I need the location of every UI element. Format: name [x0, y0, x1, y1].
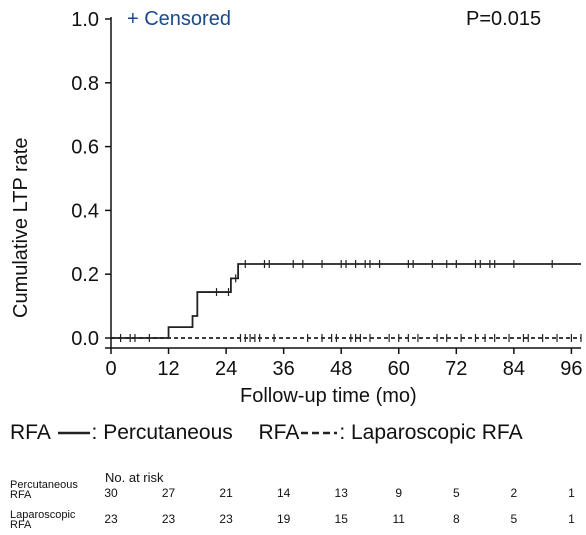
- risk-cell: 5: [510, 512, 518, 526]
- y-tick-label: 0.4: [71, 200, 99, 222]
- risk-cell: 21: [219, 486, 233, 500]
- legend-dashed-label: : Laparoscopic RFA: [339, 421, 523, 444]
- risk-row-name-line2: RFA: [10, 489, 32, 501]
- risk-cell: 23: [219, 512, 233, 526]
- risk-cell: 9: [395, 486, 403, 500]
- censored-legend: + Censored: [127, 8, 231, 31]
- risk-cell: 19: [276, 512, 291, 526]
- legend-solid-label: : Percutaneous: [91, 421, 233, 444]
- risk-row-name-laparoscopic: Laparoscopic RFA: [10, 509, 76, 531]
- risk-cell: 13: [334, 486, 348, 500]
- x-tick-label: 48: [330, 358, 352, 380]
- x-tick-label: 84: [503, 358, 525, 380]
- risk-cell: 8: [452, 512, 460, 526]
- risk-table-header: No. at risk: [105, 470, 164, 485]
- x-tick-label: 24: [215, 358, 237, 380]
- risk-cell: 15: [334, 512, 348, 526]
- risk-cell: 11: [392, 512, 405, 526]
- legend-dashed-prefix: RFA: [258, 421, 300, 444]
- risk-cell: 1: [568, 486, 575, 500]
- risk-row-name-line1: Percutaneous: [10, 479, 78, 491]
- p-value: P=0.015: [466, 8, 542, 30]
- risk-cell: 30: [104, 486, 118, 500]
- x-axis-title: Follow-up time (mo): [240, 385, 417, 407]
- x-tick-label: 12: [157, 358, 179, 380]
- y-tick-label: 0.2: [71, 264, 99, 286]
- series-line-percutaneous: [111, 263, 581, 339]
- km-chart: 0.0 0.2 0.4 0.6 0.8 1.0 0 12 24 36 48 60 72 84 96: [71, 9, 582, 380]
- risk-cell: 1: [568, 512, 575, 526]
- risk-cell: 2: [510, 486, 518, 500]
- risk-row-name-line2: RFA: [10, 519, 32, 531]
- risk-cell: 23: [104, 512, 118, 526]
- risk-cell: 27: [161, 486, 176, 500]
- chart-axes: 0.0 0.2 0.4 0.6 0.8 1.0 0 12 24 36 48 60 72 84 96: [71, 9, 582, 380]
- legend-dashed-swatch: [301, 432, 338, 435]
- x-tick-label: 36: [273, 358, 295, 380]
- chart-series: [111, 259, 582, 342]
- risk-cell: 23: [161, 512, 176, 526]
- x-tick-label: 96: [560, 358, 582, 380]
- x-tick-label: 60: [388, 358, 410, 380]
- y-tick-label: 0.0: [71, 328, 99, 350]
- y-tick-label: 1.0: [71, 9, 99, 31]
- y-tick-label: 0.6: [71, 137, 99, 159]
- y-axis-title: Cumulative LTP rate: [10, 137, 32, 318]
- legend-solid-swatch: [57, 432, 90, 435]
- risk-cell: 5: [452, 486, 460, 500]
- x-tick-label: 0: [105, 358, 116, 380]
- censored-label: + Censored: [127, 8, 231, 30]
- x-tick-label: 72: [445, 358, 467, 380]
- y-tick-label: 0.8: [71, 73, 99, 95]
- risk-row-name-line1: Laparoscopic: [10, 509, 76, 521]
- risk-row-name-percutaneous: Percutaneous RFA: [10, 479, 78, 501]
- legend-solid-prefix: RFA: [10, 421, 50, 444]
- series-legend: RFA : Percutaneous RFA : Laparoscopic RF…: [10, 421, 523, 445]
- risk-cell: 14: [276, 486, 291, 500]
